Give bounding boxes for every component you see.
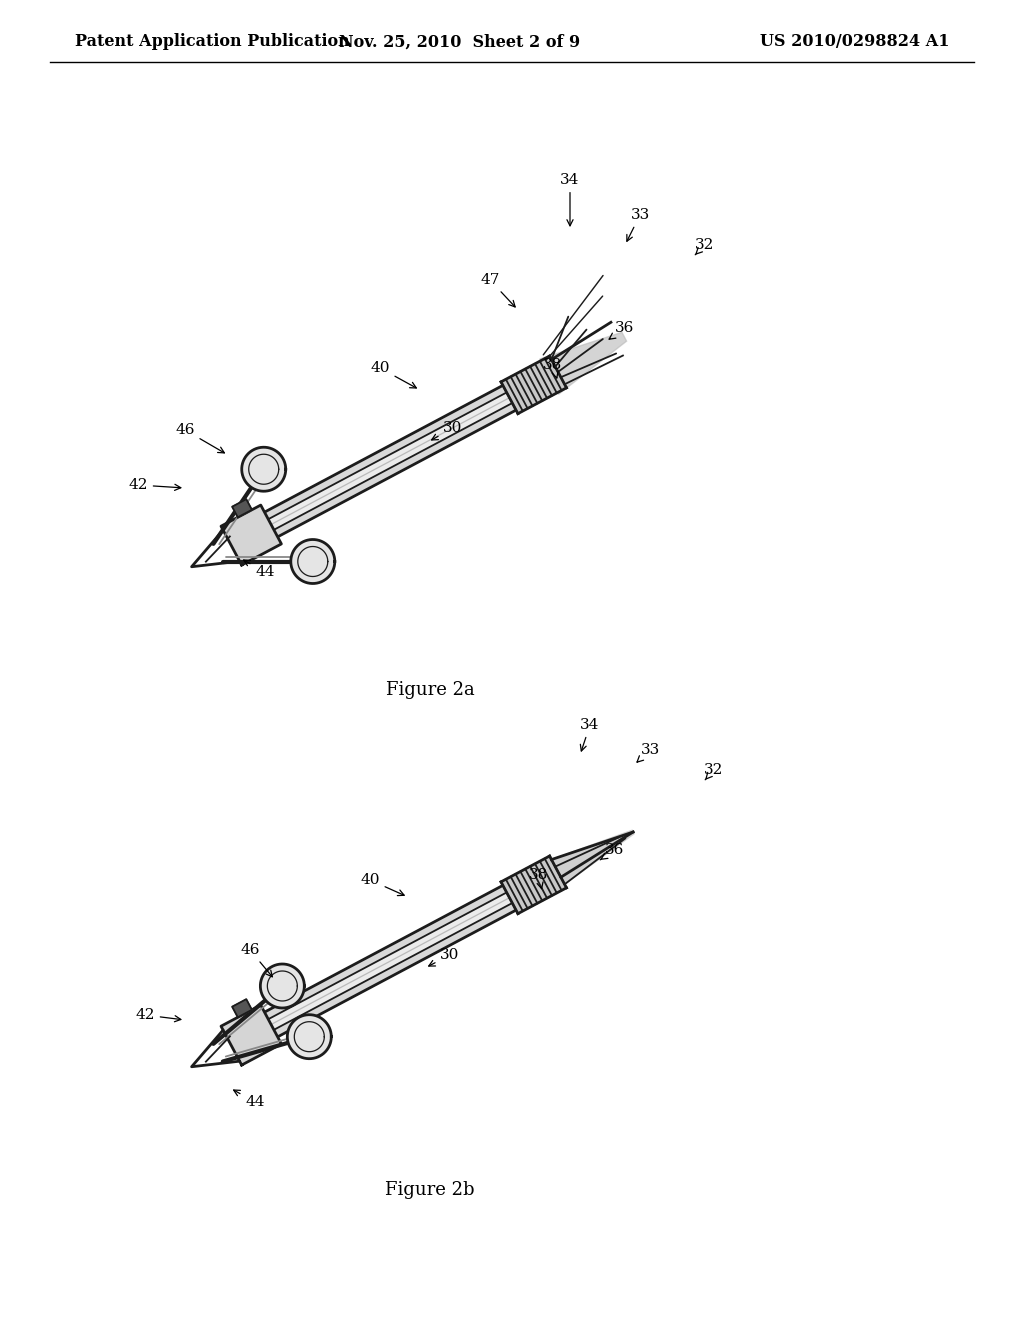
Text: 46: 46 <box>175 422 224 453</box>
Text: 30: 30 <box>429 948 460 966</box>
Text: Figure 2a: Figure 2a <box>386 681 474 700</box>
Text: 44: 44 <box>233 1090 265 1109</box>
Text: 36: 36 <box>600 843 625 859</box>
Text: 38: 38 <box>528 869 548 888</box>
Text: 38: 38 <box>544 358 562 378</box>
Text: 32: 32 <box>695 238 715 255</box>
Polygon shape <box>232 999 252 1018</box>
Text: 42: 42 <box>128 478 181 492</box>
Polygon shape <box>552 830 634 884</box>
Polygon shape <box>221 1005 282 1065</box>
Polygon shape <box>239 888 543 1056</box>
Text: Patent Application Publication: Patent Application Publication <box>75 33 350 50</box>
Text: Figure 2b: Figure 2b <box>385 1181 475 1199</box>
Text: 46: 46 <box>241 942 272 977</box>
Text: 30: 30 <box>432 421 463 440</box>
Polygon shape <box>232 499 252 517</box>
Polygon shape <box>288 1015 332 1059</box>
Polygon shape <box>540 333 627 395</box>
Text: 34: 34 <box>581 718 600 751</box>
Text: 40: 40 <box>360 873 404 895</box>
Polygon shape <box>232 379 543 556</box>
Polygon shape <box>221 506 282 565</box>
Text: 47: 47 <box>480 273 515 308</box>
Polygon shape <box>501 857 566 913</box>
Text: 32: 32 <box>705 763 724 780</box>
Polygon shape <box>232 878 543 1056</box>
Polygon shape <box>501 356 566 413</box>
Polygon shape <box>242 447 286 491</box>
Polygon shape <box>291 540 335 583</box>
Text: 33: 33 <box>627 209 649 242</box>
Text: 44: 44 <box>244 560 274 579</box>
Text: 34: 34 <box>560 173 580 226</box>
Text: 36: 36 <box>609 321 635 339</box>
Polygon shape <box>239 389 543 556</box>
Text: 33: 33 <box>637 743 659 762</box>
Polygon shape <box>229 871 534 1038</box>
Polygon shape <box>229 371 534 539</box>
Text: 42: 42 <box>135 1008 181 1022</box>
Polygon shape <box>260 964 304 1008</box>
Text: 40: 40 <box>371 360 417 388</box>
Text: US 2010/0298824 A1: US 2010/0298824 A1 <box>761 33 950 50</box>
Text: Nov. 25, 2010  Sheet 2 of 9: Nov. 25, 2010 Sheet 2 of 9 <box>339 33 581 50</box>
